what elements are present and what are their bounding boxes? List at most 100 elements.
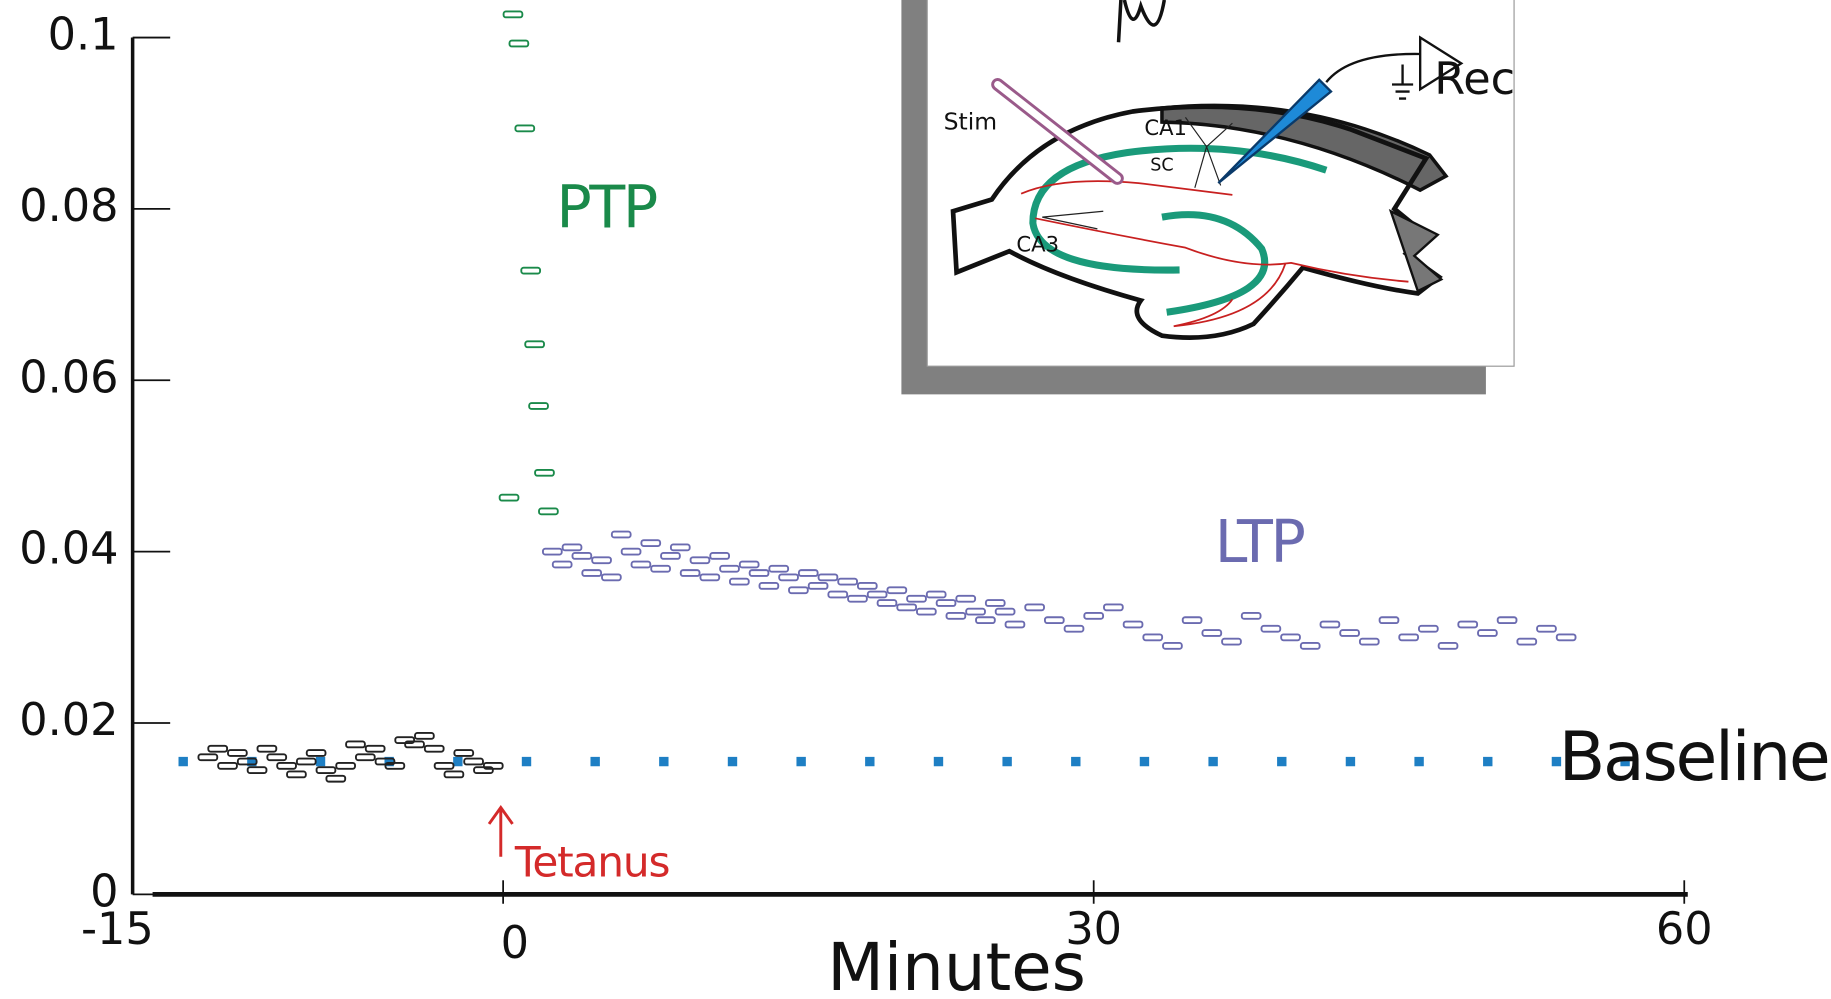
data-point [848, 596, 867, 602]
data-point [543, 549, 562, 555]
data-point [277, 763, 296, 769]
data-point [1557, 634, 1576, 640]
data-point [297, 759, 316, 765]
data-point [887, 587, 906, 593]
data-point [966, 609, 985, 615]
data-point [986, 600, 1005, 606]
data-point [1380, 617, 1399, 623]
data-point [1360, 639, 1379, 645]
data-point [750, 570, 769, 576]
data-point [1143, 634, 1162, 640]
data-point [1458, 622, 1477, 628]
data-point [632, 562, 651, 568]
data-point [425, 746, 444, 752]
data-point [509, 41, 528, 47]
data-point [917, 609, 936, 615]
data-point [1006, 622, 1025, 628]
data-point [445, 771, 464, 777]
data-point [730, 579, 749, 585]
inset-label: CA1 [1144, 115, 1187, 140]
data-point [346, 741, 365, 747]
data-point [248, 767, 267, 773]
x-tick-label: -15 [81, 903, 154, 955]
inset-diagram: Stim CA1 SC CA3 Rec [901, 0, 1515, 394]
data-point [454, 750, 473, 756]
data-point [996, 609, 1015, 615]
data-point [198, 754, 217, 760]
data-point [956, 596, 975, 602]
data-point [208, 746, 227, 752]
data-point [515, 125, 534, 131]
tetanus-arrow [489, 808, 512, 857]
data-point [937, 600, 956, 606]
data-point [1045, 617, 1064, 623]
data-point [947, 613, 966, 619]
data-point [661, 553, 680, 559]
data-point [976, 617, 995, 623]
data-point [1281, 634, 1300, 640]
data-point [405, 741, 424, 747]
data-point [415, 733, 434, 739]
data-point [218, 763, 237, 769]
data-point [641, 540, 660, 546]
data-point [1261, 626, 1280, 632]
data-point [740, 562, 759, 568]
x-tick-label: 60 [1656, 903, 1713, 955]
data-point [1517, 639, 1536, 645]
data-point [535, 470, 554, 476]
data-point [1124, 622, 1143, 628]
data-point [258, 746, 277, 752]
data-point [602, 574, 621, 580]
data-point [651, 566, 670, 572]
data-point [1439, 643, 1458, 649]
data-point [592, 557, 611, 563]
data-point [356, 754, 375, 760]
data-point [720, 566, 739, 572]
data-point [691, 557, 710, 563]
data-point [1301, 643, 1320, 649]
data-point [612, 532, 631, 538]
data-point [500, 495, 519, 501]
tetanus-label: Tetanus [514, 838, 669, 887]
data-point [572, 553, 591, 559]
baseline-label: Baseline [1559, 718, 1829, 797]
data-point [769, 566, 788, 572]
data-point [1340, 630, 1359, 636]
data-point [307, 750, 326, 756]
data-point [326, 776, 345, 782]
data-point [828, 592, 847, 598]
y-tick-label: 0.08 [19, 180, 118, 232]
data-point [1084, 613, 1103, 619]
x-axis-title: Minutes [827, 930, 1086, 999]
data-point [582, 570, 601, 576]
data-point [539, 508, 558, 514]
y-tick-label: 0.02 [19, 694, 118, 746]
data-point [563, 544, 582, 550]
data-point [1163, 643, 1182, 649]
data-point [464, 759, 483, 765]
page: Stim CA1 SC CA3 Rec Minutes 00.020.040.0… [0, 0, 1831, 999]
data-point [525, 341, 544, 347]
chart: Stim CA1 SC CA3 Rec Minutes 00.020.040.0… [19, 0, 1828, 999]
data-point [907, 596, 926, 602]
data-point [759, 583, 778, 589]
data-point [1065, 626, 1084, 632]
data-point [700, 574, 719, 580]
data-point [681, 570, 700, 576]
data-point [287, 771, 306, 777]
y-tick-label: 0.1 [48, 9, 119, 61]
data-point [858, 583, 877, 589]
data-point [927, 592, 946, 598]
data-point [484, 763, 503, 769]
x-tick-label: 30 [1065, 903, 1122, 955]
data-point [435, 763, 454, 769]
data-point [267, 754, 286, 760]
data-point [336, 763, 355, 769]
data-point [1222, 639, 1241, 645]
data-point [838, 579, 857, 585]
data-point [789, 587, 808, 593]
inset-label: CA3 [1016, 231, 1059, 256]
data-point [868, 592, 887, 598]
data-point [897, 604, 916, 610]
data-point [1321, 622, 1340, 628]
